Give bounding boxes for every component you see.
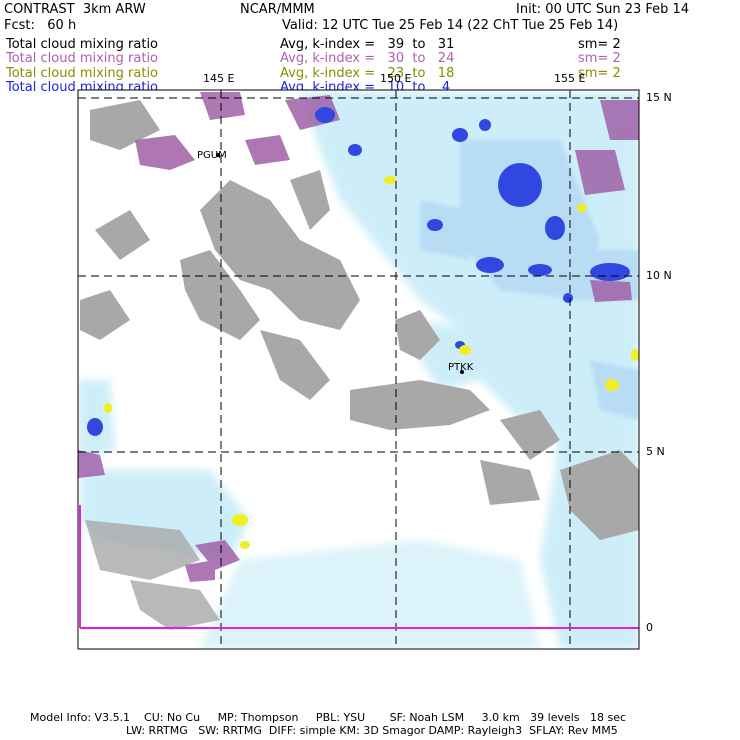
station-marker-ptkk (460, 370, 464, 374)
station-label-ptkk: PTKK (448, 362, 474, 373)
station-marker-pgum (216, 153, 220, 157)
gray-cloud-layer (80, 100, 639, 630)
field-name-1: Total cloud mixing ratio (6, 37, 159, 52)
forecast-hour: Fcst: 60 h (4, 18, 77, 33)
map-frame (77, 89, 640, 650)
station-label-pgum: PGUM (197, 150, 227, 161)
lat-label-0: 0 (646, 621, 653, 634)
model-info-line1: Model Info: V3.5.1 CU: No Cu MP: Thompso… (30, 711, 627, 724)
init-time: Init: 00 UTC Sun 23 Feb 14 (516, 2, 690, 17)
field-sm-1: sm= 2 (578, 37, 621, 52)
field-name-2: Total cloud mixing ratio (6, 51, 159, 66)
domain-boundary (79, 505, 639, 629)
lon-label-155: 155 E (554, 72, 586, 85)
valid-time: Valid: 12 UTC Tue 25 Feb 14 (22 ChT Tue … (282, 18, 619, 33)
purple-cloud-layer (78, 92, 639, 582)
field-stat-3: Avg, k-index = 23 to 18 (280, 66, 455, 81)
lat-lon-grid (78, 90, 639, 649)
field-sm-3: sm= 2 (578, 66, 621, 81)
yellow-cloud-layer (104, 176, 639, 549)
lon-label-150: 150 E (380, 72, 412, 85)
model-info-line2: LW: RRTMG SW: RRTMG DIFF: simple KM: 3D … (126, 724, 618, 737)
lat-label-15n: 15 N (646, 91, 672, 104)
field-sm-2: sm= 2 (578, 51, 621, 66)
blue-cloud-layer (87, 107, 630, 436)
field-stat-2: Avg, k-index = 30 to 24 (280, 51, 455, 66)
model-title: CONTRAST 3km ARW (4, 2, 146, 17)
field-stat-1: Avg, k-index = 39 to 31 (280, 37, 455, 52)
lat-label-5n: 5 N (646, 445, 665, 458)
organization: NCAR/MMM (240, 2, 315, 17)
lon-label-145: 145 E (203, 72, 235, 85)
field-name-3: Total cloud mixing ratio (6, 66, 159, 81)
lat-label-10n: 10 N (646, 269, 672, 282)
